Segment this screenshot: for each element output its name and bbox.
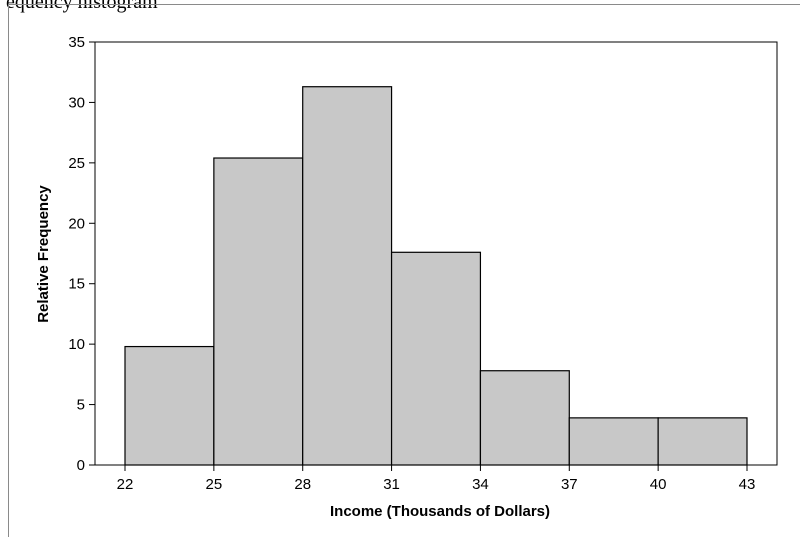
histogram-bar-6 bbox=[568, 417, 659, 466]
x-tick-label-31: 31 bbox=[383, 476, 400, 493]
x-tick-label-22: 22 bbox=[117, 476, 134, 493]
y-tick-label-30: 30 bbox=[68, 94, 85, 111]
x-tick-label-40: 40 bbox=[650, 476, 667, 493]
y-tick-label-15: 15 bbox=[68, 276, 85, 293]
histogram-bar-7 bbox=[657, 417, 748, 466]
y-tick-label-25: 25 bbox=[68, 155, 85, 172]
y-tick-label-10: 10 bbox=[68, 336, 85, 353]
x-tick-label-43: 43 bbox=[739, 476, 756, 493]
histogram-bar-5 bbox=[479, 370, 570, 466]
x-axis: 22 25 28 31 34 37 40 43 bbox=[117, 465, 756, 493]
caption-text: equency histogram bbox=[6, 0, 158, 13]
histogram-bar-1 bbox=[124, 345, 215, 466]
x-tick-label-28: 28 bbox=[294, 476, 311, 493]
histogram-bar-4 bbox=[390, 251, 482, 466]
x-tick-label-34: 34 bbox=[472, 476, 489, 493]
y-tick-label-5: 5 bbox=[77, 397, 85, 414]
bars-group bbox=[124, 86, 748, 466]
x-tick-label-25: 25 bbox=[206, 476, 223, 493]
y-tick-label-0: 0 bbox=[77, 457, 85, 474]
x-tick-label-37: 37 bbox=[561, 476, 578, 493]
y-tick-label-20: 20 bbox=[68, 215, 85, 232]
y-axis: 0 5 10 15 20 25 30 35 bbox=[68, 34, 95, 474]
y-axis-title: Relative Frequency bbox=[35, 185, 52, 323]
histogram-bar-2 bbox=[213, 157, 304, 466]
figure-frame bbox=[8, 4, 800, 537]
y-tick-label-35: 35 bbox=[68, 34, 85, 51]
histogram-bar-3 bbox=[302, 86, 393, 466]
x-axis-title: Income (Thousands of Dollars) bbox=[330, 503, 550, 520]
